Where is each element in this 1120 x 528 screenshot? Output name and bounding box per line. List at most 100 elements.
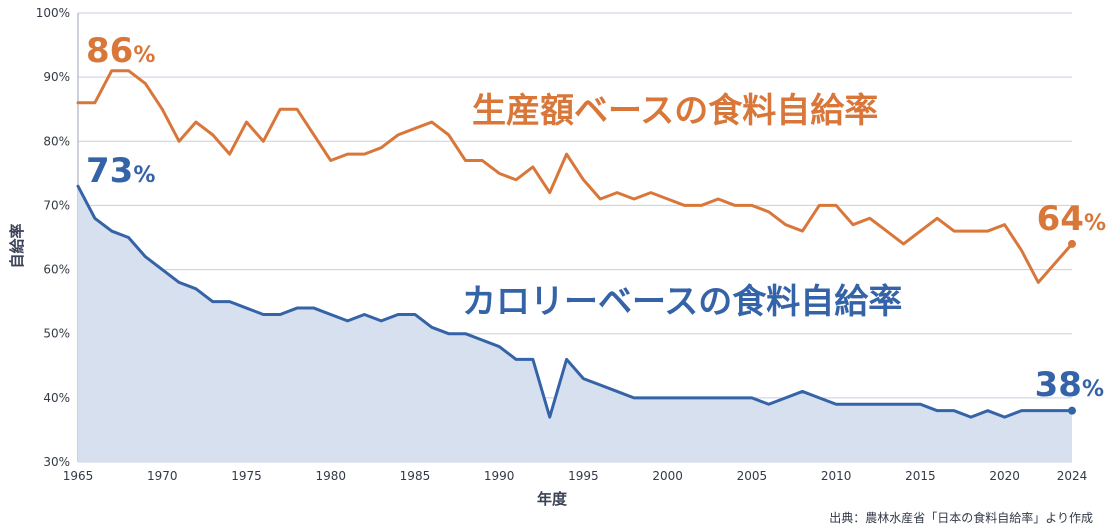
series-label-production: 生産額ベースの食料自給率: [472, 91, 878, 131]
production-data-point: [262, 140, 265, 143]
production-data-point: [380, 146, 383, 149]
calorie-data-point: [178, 281, 181, 284]
calorie-data-point: [127, 236, 130, 239]
production-data-point: [683, 204, 686, 207]
production-data-point: [279, 108, 282, 111]
production-data-point: [397, 133, 400, 136]
calorie-data-point: [363, 313, 366, 316]
x-tick-label: 2005: [737, 469, 768, 483]
production-data-point: [969, 230, 972, 233]
calorie-data-point: [818, 396, 821, 399]
calorie-data-point: [700, 396, 703, 399]
production-data-point: [750, 204, 753, 207]
production-data-point: [312, 133, 315, 136]
y-tick-label: 80%: [43, 134, 70, 148]
production-data-point: [717, 198, 720, 201]
production-data-point: [430, 121, 433, 124]
calorie-data-point: [919, 403, 922, 406]
calorie-data-point: [868, 403, 871, 406]
series-label-calorie: カロリーベースの食料自給率: [462, 282, 902, 322]
x-tick-label: 2020: [989, 469, 1020, 483]
production-data-point: [565, 153, 568, 156]
calorie-data-point: [851, 403, 854, 406]
production-data-point: [632, 198, 635, 201]
calorie-end-label: 38%: [1035, 365, 1104, 405]
production-data-point: [296, 108, 299, 111]
calorie-data-point: [77, 185, 80, 188]
production-data-point: [346, 153, 349, 156]
production-data-point: [245, 121, 248, 124]
production-data-point: [413, 127, 416, 130]
calorie-data-point: [734, 396, 737, 399]
production-data-point: [1020, 249, 1023, 252]
production-data-point: [178, 140, 181, 143]
production-data-point: [548, 191, 551, 194]
calorie-data-point: [683, 396, 686, 399]
calorie-data-point: [801, 390, 804, 393]
x-tick-label: 2010: [821, 469, 852, 483]
production-data-point: [363, 153, 366, 156]
calorie-data-point: [666, 396, 669, 399]
calorie-data-point: [262, 313, 265, 316]
y-tick-label: 30%: [43, 455, 70, 469]
production-start-label: 86%: [86, 31, 155, 71]
production-data-point: [936, 217, 939, 220]
production-data-point: [1054, 262, 1057, 265]
production-data-point: [77, 101, 80, 104]
calorie-data-point: [1054, 409, 1057, 412]
calorie-data-point: [885, 403, 888, 406]
y-tick-label: 100%: [36, 6, 70, 20]
production-data-point: [1003, 223, 1006, 226]
calorie-data-point: [649, 396, 652, 399]
x-tick-label: 1995: [568, 469, 599, 483]
calorie-data-point: [632, 396, 635, 399]
calorie-series-area: [78, 186, 1072, 462]
production-data-point: [144, 82, 147, 85]
calorie-data-point: [986, 409, 989, 412]
calorie-data-point: [599, 384, 602, 387]
calorie-data-point: [498, 345, 501, 348]
x-tick-label: 1965: [63, 469, 94, 483]
production-series-line: [76, 69, 1074, 284]
x-tick-label: 1975: [231, 469, 262, 483]
calorie-data-point: [211, 300, 214, 303]
x-tick-label: 2000: [652, 469, 683, 483]
calorie-data-point: [464, 332, 467, 335]
production-data-point: [194, 121, 197, 124]
production-data-point: [93, 101, 96, 104]
calorie-data-point: [329, 313, 332, 316]
production-data-point: [868, 217, 871, 220]
production-data-point: [986, 230, 989, 233]
calorie-data-point: [565, 358, 568, 361]
x-tick-label: 2024: [1057, 469, 1088, 483]
series-lines: [76, 69, 1076, 419]
calorie-data-point: [936, 409, 939, 412]
source-note: 出典：農林水産省「日本の食料自給率」より作成: [829, 510, 1093, 525]
calorie-data-point: [397, 313, 400, 316]
production-data-point: [1037, 281, 1040, 284]
production-data-point: [161, 108, 164, 111]
calorie-data-point: [835, 403, 838, 406]
production-data-point: [329, 159, 332, 162]
production-data-point: [767, 210, 770, 213]
production-data-point: [902, 242, 905, 245]
calorie-data-point: [413, 313, 416, 316]
calorie-data-point: [548, 416, 551, 419]
production-data-point: [666, 198, 669, 201]
calorie-data-point: [1037, 409, 1040, 412]
production-data-point: [447, 133, 450, 136]
calorie-data-point: [279, 313, 282, 316]
calorie-data-point: [447, 332, 450, 335]
production-data-point: [851, 223, 854, 226]
calorie-data-point: [110, 230, 113, 233]
calorie-data-point: [346, 319, 349, 322]
production-data-point: [481, 159, 484, 162]
calorie-data-point: [717, 396, 720, 399]
y-axis-title: 自給率: [8, 223, 26, 268]
calorie-data-point: [481, 339, 484, 342]
production-data-point: [1068, 239, 1076, 248]
production-data-point: [531, 165, 534, 168]
calorie-data-point: [1068, 406, 1076, 415]
calorie-start-label: 73%: [86, 151, 155, 191]
